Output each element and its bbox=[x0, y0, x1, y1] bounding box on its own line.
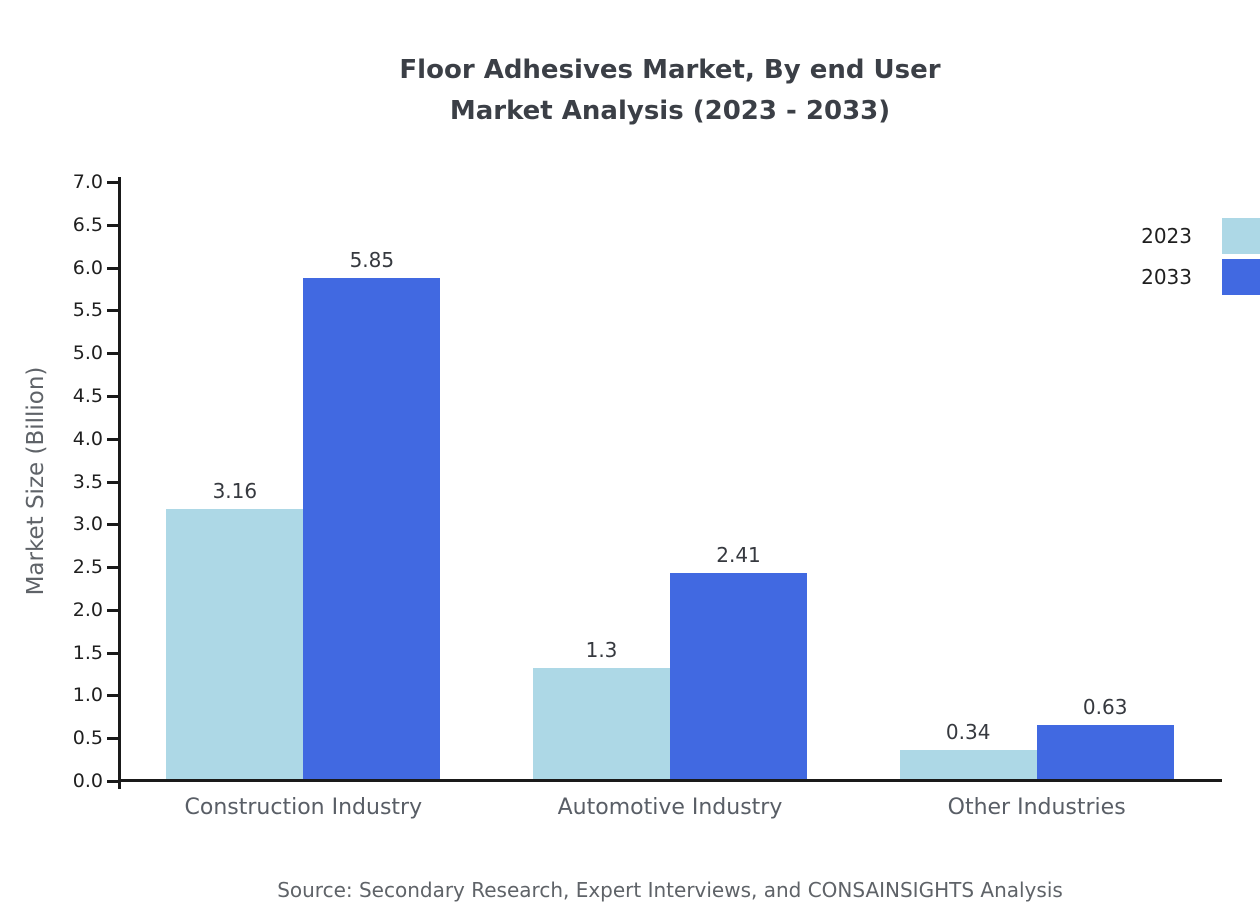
y-tick-mark bbox=[107, 437, 118, 441]
legend-label-2033: 2033 bbox=[1141, 265, 1192, 289]
y-tick-mark bbox=[107, 737, 118, 741]
y-tick-label: 6.5 bbox=[72, 213, 103, 236]
bar-2033-construction-industry bbox=[303, 278, 441, 779]
bar-value-label-2023-other-industries: 0.34 bbox=[945, 719, 991, 744]
bar-value-label-2023-automotive-industry: 1.3 bbox=[585, 637, 618, 662]
y-tick-label: 0.0 bbox=[72, 770, 103, 792]
bar-2023-automotive-industry bbox=[533, 667, 670, 779]
y-tick-label: 4.0 bbox=[72, 427, 103, 450]
y-tick-mark bbox=[107, 608, 118, 612]
y-tick-label: 2.0 bbox=[72, 598, 103, 621]
bar-2023-other-industries bbox=[899, 749, 1037, 779]
y-tick-label: 5.5 bbox=[72, 299, 103, 322]
legend-item-2023: 2023 bbox=[1141, 218, 1260, 254]
y-tick-mark bbox=[107, 266, 118, 270]
y-tick-label: 1.0 bbox=[72, 684, 103, 707]
bar-value-label-2033-other-industries: 0.63 bbox=[1082, 695, 1128, 720]
y-tick-mark bbox=[107, 181, 118, 184]
y-tick-mark bbox=[107, 780, 118, 783]
y-tick-label: 3.0 bbox=[72, 513, 103, 536]
legend: 2023 2033 bbox=[1141, 218, 1260, 300]
bar-2033-automotive-industry bbox=[670, 572, 807, 779]
y-tick-label: 6.0 bbox=[72, 256, 103, 279]
x-category-label-construction-industry: Construction Industry bbox=[184, 795, 423, 820]
y-tick-label: 3.5 bbox=[72, 470, 103, 493]
legend-swatch-2033 bbox=[1222, 259, 1260, 295]
y-tick-mark bbox=[107, 523, 118, 527]
y-tick-label: 1.5 bbox=[72, 641, 103, 664]
bar-value-label-2033-construction-industry: 5.85 bbox=[349, 248, 395, 273]
y-tick-label: 2.5 bbox=[72, 556, 103, 579]
y-tick-mark bbox=[107, 480, 118, 484]
y-tick-mark bbox=[107, 309, 118, 313]
y-tick-label: 5.0 bbox=[72, 342, 103, 365]
y-tick-mark bbox=[107, 394, 118, 398]
plot-area: 0.0 0.5 1.0 1.5 2.0 2.5 3.0 3.5 4.0 4.5 5.0 5.5 6.0 6… bbox=[73, 171, 1222, 820]
y-axis-line bbox=[118, 177, 121, 789]
source-text: Source: Secondary Research, Expert Inter… bbox=[277, 878, 1063, 902]
x-category-label-other-industries: Other Industries bbox=[947, 795, 1126, 820]
y-tick-mark bbox=[107, 694, 118, 698]
legend-label-2023: 2023 bbox=[1141, 224, 1192, 248]
bar-2033-other-industries bbox=[1036, 725, 1174, 779]
chart-title: Floor Adhesives Market, By end User Mark… bbox=[120, 50, 1220, 132]
y-tick-mark bbox=[107, 566, 118, 570]
x-axis-line bbox=[118, 779, 1222, 782]
y-tick-mark bbox=[107, 223, 118, 227]
legend-item-2033: 2033 bbox=[1141, 259, 1260, 295]
x-category-label-automotive-industry: Automotive Industry bbox=[557, 795, 783, 820]
chart-title-line-2: Market Analysis (2023 - 2033) bbox=[449, 96, 891, 126]
bar-value-label-2033-automotive-industry: 2.41 bbox=[716, 542, 761, 567]
y-tick-label: 0.5 bbox=[72, 727, 103, 750]
y-tick-label: 7.0 bbox=[72, 171, 103, 193]
legend-swatch-2023 bbox=[1222, 218, 1260, 254]
y-tick-mark bbox=[107, 651, 118, 655]
y-tick-label: 4.5 bbox=[72, 384, 103, 407]
bar-2023-construction-industry bbox=[166, 508, 304, 779]
bar-value-label-2023-construction-industry: 3.16 bbox=[212, 478, 258, 503]
chart-title-line-1: Floor Adhesives Market, By end User bbox=[399, 55, 941, 85]
y-tick-mark bbox=[107, 352, 118, 356]
